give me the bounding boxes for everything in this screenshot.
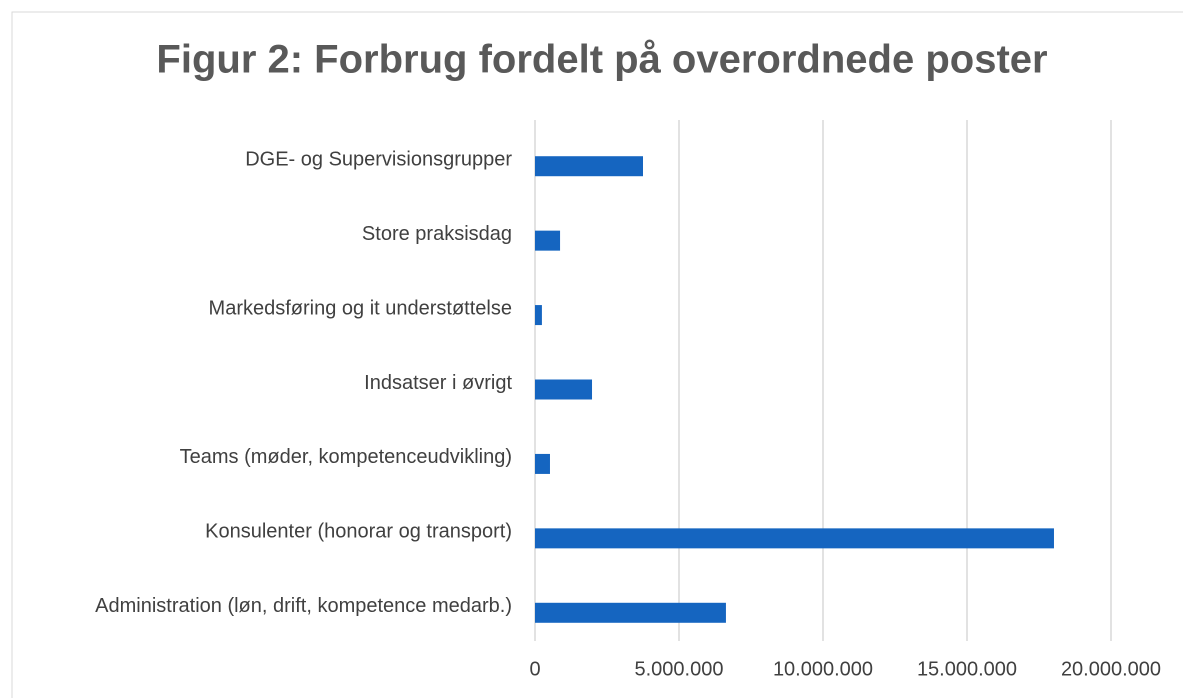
bar	[535, 156, 643, 177]
y-tick-label: Administration (løn, drift, kompetence m…	[95, 595, 512, 617]
y-tick-label: DGE- og Supervisionsgrupper	[245, 148, 512, 170]
bar	[535, 453, 550, 474]
chart-title: Figur 2: Forbrug fordelt på overordnede …	[156, 38, 1047, 82]
x-tick-label: 10.000.000	[773, 658, 873, 680]
bar	[535, 230, 561, 251]
bar	[535, 528, 1054, 549]
x-tick-label: 5.000.000	[635, 658, 724, 680]
chart-border	[11, 11, 1183, 698]
y-tick-label: Markedsføring og it understøttelse	[209, 297, 512, 319]
y-tick-label: Konsulenter (honorar og transport)	[205, 521, 512, 543]
bar	[535, 379, 593, 400]
bar	[535, 305, 542, 326]
x-tick-label: 15.000.000	[917, 658, 1017, 680]
y-tick-label: Store praksisdag	[362, 223, 512, 245]
y-tick-label: Teams (møder, kompetenceudvikling)	[180, 446, 512, 468]
y-tick-label: Indsatser i øvrigt	[364, 372, 512, 394]
x-tick-label: 20.000.000	[1061, 658, 1161, 680]
x-tick-label: 0	[529, 658, 540, 680]
bar	[535, 602, 726, 623]
